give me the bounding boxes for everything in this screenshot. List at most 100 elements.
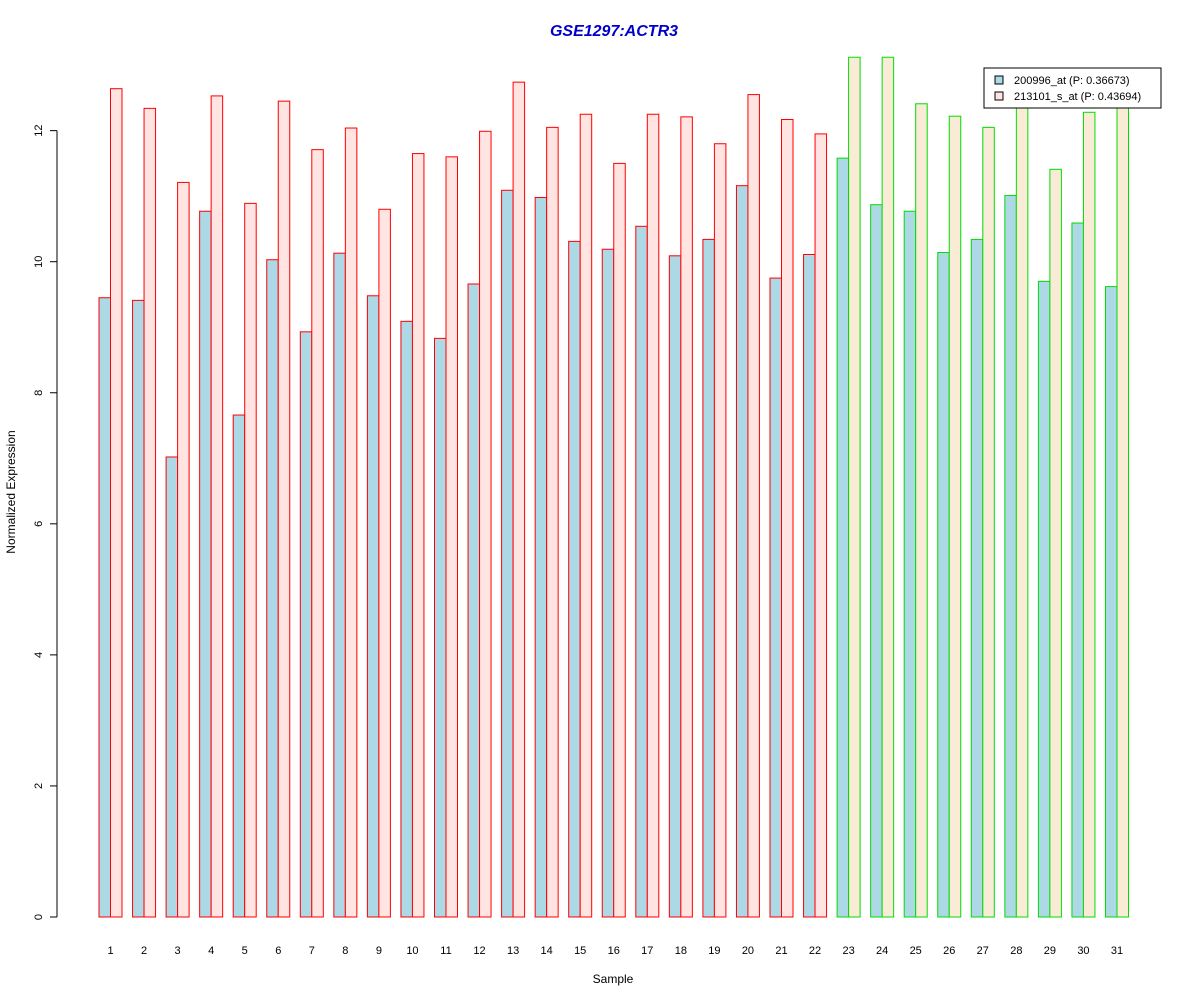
- bar-series-1-sample-25: [903, 210, 917, 918]
- bar-series-1-sample-2: [132, 299, 145, 918]
- x-tick-label-10: 10: [406, 945, 418, 957]
- x-tick-label-16: 16: [608, 945, 620, 957]
- bar-series-1-sample-8: [333, 252, 346, 918]
- bar-series-1-sample-14: [534, 196, 548, 918]
- x-tick-label-11: 11: [440, 945, 451, 957]
- bar-series-2-sample-23: [848, 56, 861, 918]
- bar-series-1-sample-24: [870, 204, 883, 918]
- x-tick-label-28: 28: [1010, 945, 1022, 957]
- bar-series-1-sample-10: [400, 320, 413, 918]
- bar-series-1-sample-29: [1037, 280, 1051, 918]
- x-tick-label-2: 2: [141, 945, 147, 957]
- x-tick-label-7: 7: [309, 945, 315, 957]
- bar-series-1-sample-12: [467, 283, 481, 918]
- bar-series-1-sample-13: [501, 189, 514, 918]
- bar-series-2-sample-20: [747, 94, 760, 918]
- bar-series-1-sample-17: [635, 225, 648, 918]
- x-tick-label-14: 14: [541, 945, 553, 957]
- bars-group: [98, 56, 1129, 918]
- y-tick-label-4: 4: [33, 652, 45, 658]
- y-tick-label-12: 12: [33, 125, 45, 137]
- legend-box: [983, 67, 1162, 109]
- x-tick-label-17: 17: [641, 945, 653, 957]
- x-tick-label-15: 15: [574, 945, 586, 957]
- y-tick-label-6: 6: [33, 521, 45, 527]
- x-tick-label-30: 30: [1077, 945, 1089, 957]
- legend-swatch-series-1: [994, 75, 1004, 85]
- chart-title: GSE1297:ACTR3: [550, 23, 678, 40]
- bar-series-2-sample-19: [713, 143, 727, 918]
- y-tick-label-0: 0: [33, 914, 45, 920]
- bar-series-2-sample-10: [411, 153, 425, 918]
- bar-series-2-sample-9: [378, 208, 391, 918]
- bar-series-2-sample-17: [646, 113, 660, 918]
- y-tick-label-2: 2: [33, 783, 45, 789]
- x-tick-label-24: 24: [876, 945, 888, 957]
- bar-series-2-sample-28: [1015, 103, 1029, 918]
- bar-series-1-sample-27: [970, 238, 984, 918]
- bar-series-2-sample-21: [781, 119, 794, 918]
- legend-swatch-series-2: [994, 91, 1004, 101]
- bar-series-2-sample-25: [915, 103, 928, 918]
- bar-series-1-sample-22: [803, 253, 816, 918]
- y-axis-label: Normalized Expression: [4, 430, 18, 553]
- bar-series-1-sample-7: [299, 331, 313, 918]
- x-tick-label-4: 4: [208, 945, 214, 957]
- x-tick-label-21: 21: [775, 945, 787, 957]
- x-tick-label-6: 6: [275, 945, 281, 957]
- bar-series-1-sample-26: [937, 252, 950, 918]
- bar-series-2-sample-30: [1082, 111, 1096, 918]
- bar-series-2-sample-6: [277, 100, 291, 918]
- x-tick-label-22: 22: [809, 945, 821, 957]
- bar-series-2-sample-18: [680, 116, 693, 918]
- bar-series-1-sample-1: [98, 297, 111, 918]
- legend-label-series-2: 213101_s_at (P: 0.43694): [1014, 91, 1141, 103]
- bar-series-2-sample-1: [110, 88, 123, 918]
- y-tick-label-10: 10: [33, 256, 45, 268]
- bar-series-2-sample-5: [244, 202, 257, 918]
- bar-series-1-sample-4: [199, 210, 212, 918]
- bar-series-2-sample-13: [512, 81, 526, 918]
- bar-series-1-sample-9: [366, 295, 380, 918]
- x-tick-label-12: 12: [473, 945, 485, 957]
- bar-series-1-sample-28: [1004, 195, 1017, 918]
- bar-series-1-sample-11: [434, 337, 447, 918]
- bar-series-2-sample-15: [579, 113, 593, 918]
- bar-series-1-sample-16: [601, 248, 615, 918]
- x-tick-label-1: 1: [107, 945, 113, 957]
- bar-series-2-sample-29: [1049, 168, 1062, 918]
- x-tick-label-29: 29: [1044, 945, 1056, 957]
- bar-series-1-sample-6: [266, 259, 279, 918]
- bar-series-2-sample-24: [881, 56, 895, 918]
- bar-series-1-sample-21: [769, 277, 782, 918]
- bar-series-2-sample-31: [1116, 103, 1129, 918]
- x-tick-label-5: 5: [242, 945, 248, 957]
- bar-series-2-sample-8: [344, 127, 358, 918]
- x-tick-label-31: 31: [1111, 945, 1123, 957]
- bar-series-1-sample-20: [735, 185, 749, 918]
- legend: 200996_at (P: 0.36673) 213101_s_at (P: 0…: [983, 67, 1162, 109]
- bar-series-2-sample-14: [546, 126, 559, 918]
- x-tick-label-18: 18: [675, 945, 687, 957]
- legend-label-series-1: 200996_at (P: 0.36673): [1014, 75, 1130, 87]
- x-tick-label-19: 19: [708, 945, 720, 957]
- bar-series-2-sample-22: [814, 133, 828, 918]
- x-tick-label-23: 23: [842, 945, 854, 957]
- x-axis-label: Sample: [593, 972, 634, 986]
- bar-series-1-sample-23: [836, 157, 850, 918]
- y-axis: 0 2 4 6 8 10 12: [33, 125, 58, 920]
- bar-series-2-sample-26: [948, 115, 962, 918]
- bar-series-2-sample-12: [479, 130, 492, 918]
- bar-series-1-sample-5: [232, 414, 246, 918]
- x-tick-label-20: 20: [742, 945, 754, 957]
- bar-series-1-sample-15: [568, 240, 581, 918]
- bar-series-2-sample-11: [445, 156, 458, 918]
- bar-series-1-sample-30: [1071, 222, 1084, 918]
- bar-series-1-sample-18: [668, 255, 682, 918]
- bar-series-2-sample-3: [177, 181, 190, 918]
- bar-series-2-sample-27: [982, 126, 995, 918]
- x-tick-label-26: 26: [943, 945, 955, 957]
- x-tick-label-25: 25: [910, 945, 922, 957]
- x-tick-label-27: 27: [977, 945, 989, 957]
